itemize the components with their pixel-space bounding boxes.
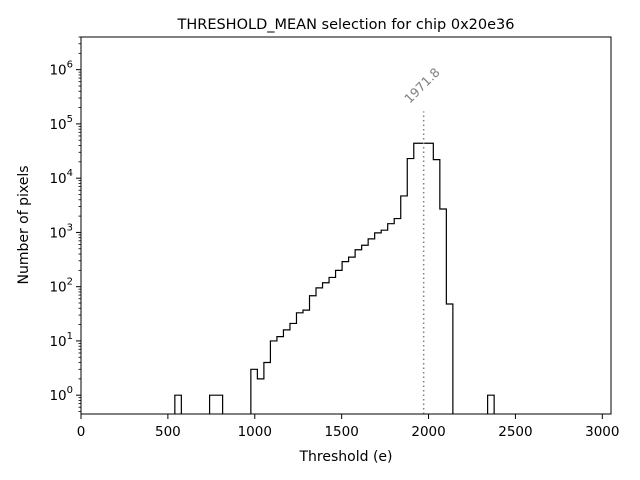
histogram-bin xyxy=(290,323,297,414)
y-tick-label: 102 xyxy=(49,277,73,296)
x-tick-label: 0 xyxy=(77,424,86,440)
histogram-bin xyxy=(336,270,343,414)
histogram-bin xyxy=(310,296,317,414)
x-tick-label: 1500 xyxy=(324,424,358,440)
y-tick-label: 103 xyxy=(49,222,73,241)
histogram-bin xyxy=(257,379,264,414)
histogram-bin xyxy=(303,310,310,414)
histogram-bin xyxy=(323,283,330,414)
x-tick-label: 500 xyxy=(155,424,181,440)
histogram-bin xyxy=(264,363,271,414)
histogram-bin xyxy=(251,369,258,414)
histogram-bin xyxy=(394,219,401,414)
histogram-bin xyxy=(355,250,362,414)
histogram-bin xyxy=(316,288,323,414)
histogram-bin xyxy=(270,341,277,414)
plot-frame xyxy=(80,36,612,415)
y-tick-label: 104 xyxy=(49,168,73,187)
histogram-bin xyxy=(433,160,440,414)
histogram-bin xyxy=(488,395,495,414)
histogram-bin xyxy=(427,143,434,414)
histogram-bin xyxy=(446,304,453,414)
histogram-outline xyxy=(174,142,495,414)
x-tick-label: 2000 xyxy=(411,424,445,440)
histogram-bin xyxy=(277,337,284,414)
histogram-bin xyxy=(216,395,223,414)
y-tick-label: 100 xyxy=(49,385,73,404)
y-tick-label: 101 xyxy=(49,331,73,350)
histogram-bin xyxy=(362,245,369,414)
x-tick-label: 1000 xyxy=(238,424,272,440)
histogram-bin xyxy=(401,196,408,414)
histogram-bin xyxy=(329,277,336,414)
histogram-bin xyxy=(175,395,182,414)
histogram-bin xyxy=(210,395,217,414)
histogram-bin xyxy=(375,233,382,414)
histogram-bin xyxy=(440,209,447,414)
histogram-bin xyxy=(296,313,303,414)
y-axis-label: Number of pixels xyxy=(16,165,32,284)
y-tick-label: 106 xyxy=(49,60,73,79)
chart-title: THRESHOLD_MEAN selection for chip 0x20e3… xyxy=(176,17,514,33)
y-tick-label: 105 xyxy=(49,114,73,133)
mean-threshold-label: 1971.8 xyxy=(401,65,443,107)
histogram-bin xyxy=(283,330,290,414)
histogram-bin xyxy=(342,262,349,414)
x-tick-label: 3000 xyxy=(585,424,619,440)
histogram-bin xyxy=(368,239,375,414)
histogram-bin xyxy=(414,143,421,414)
histogram-bin xyxy=(381,230,388,414)
histogram-bin xyxy=(407,159,414,414)
x-tick-label: 2500 xyxy=(498,424,532,440)
x-axis-label: Threshold (e) xyxy=(299,449,393,465)
histogram-bin xyxy=(388,224,395,414)
histogram-bin xyxy=(349,257,356,414)
